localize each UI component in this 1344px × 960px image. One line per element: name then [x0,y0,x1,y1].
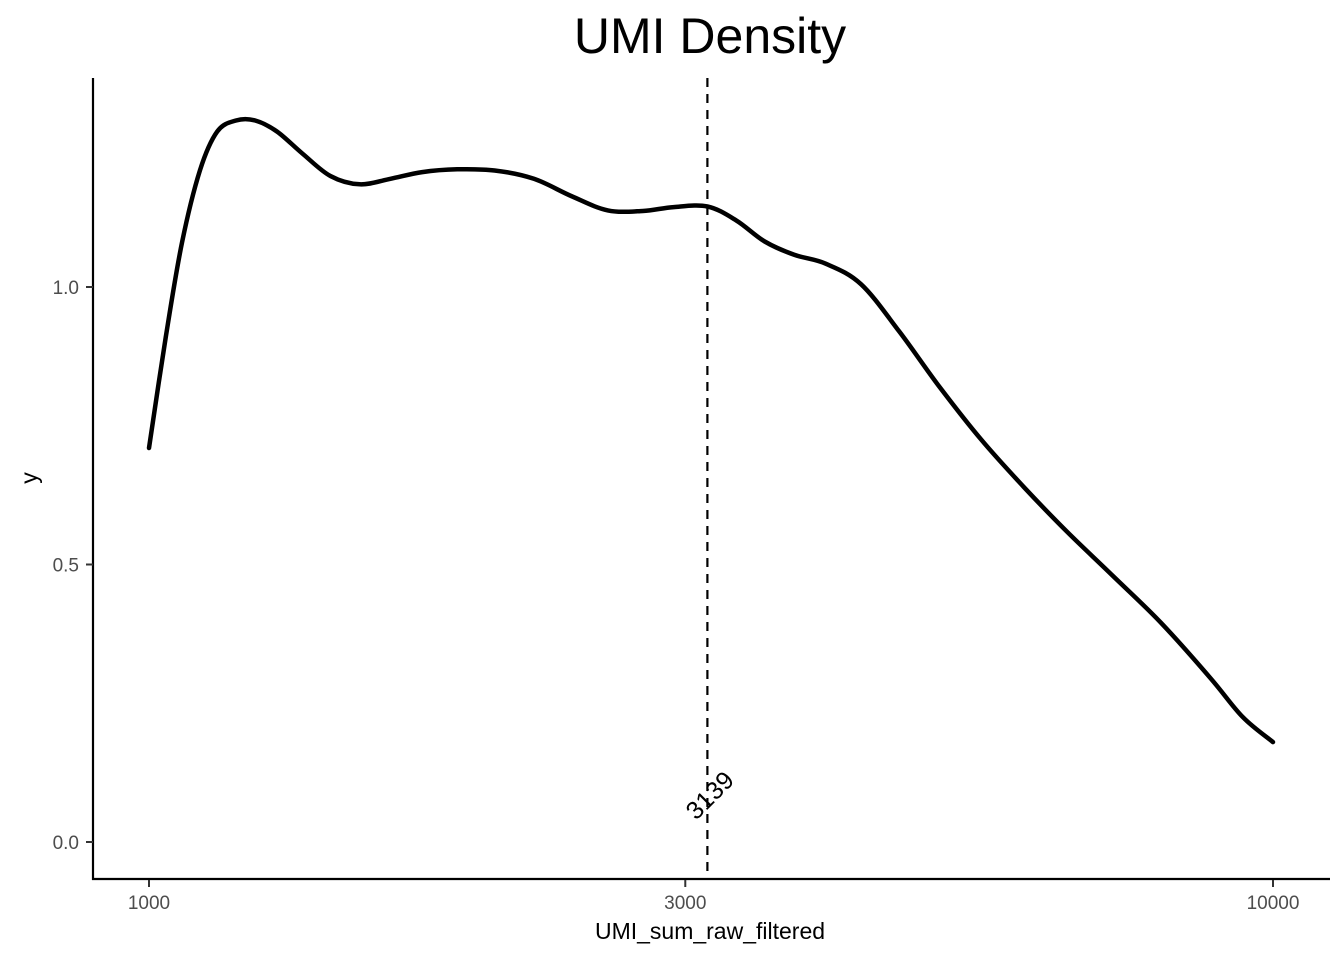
chart-title: UMI Density [574,8,846,64]
y-ticks: 0.0 0.5 1.0 [53,278,93,854]
x-axis-label: UMI_sum_raw_filtered [595,918,825,944]
threshold-label: 3139 [681,766,740,825]
y-axis-label: y [16,472,42,484]
y-tick-label: 0.0 [53,833,79,854]
x-tick-label: 1000 [128,893,170,914]
density-curve [146,116,1276,745]
y-tick-label: 1.0 [53,278,79,299]
x-tick-label: 3000 [664,893,706,914]
x-ticks: 1000 3000 10000 [128,880,1300,914]
x-tick-label: 10000 [1247,893,1300,914]
y-tick-label: 0.5 [53,556,79,577]
